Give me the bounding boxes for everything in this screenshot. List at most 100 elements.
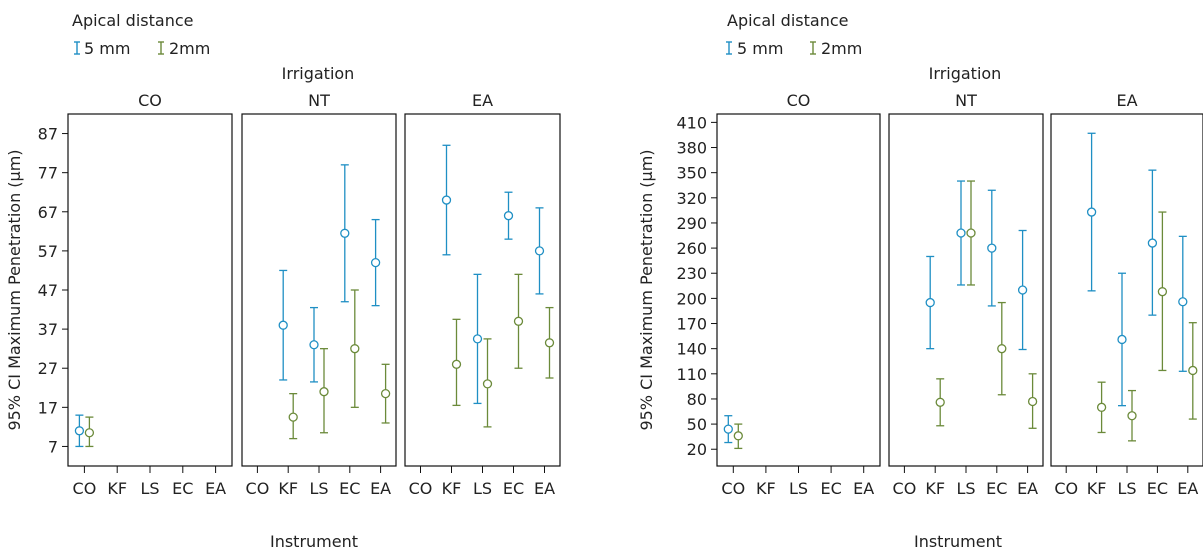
facet-panel-ea: EA CO KF LS EC EA xyxy=(404,91,561,498)
interval-2mm-nt-ea xyxy=(380,363,391,424)
interval-2mm-ea-ea xyxy=(544,306,555,379)
mean-point xyxy=(1086,207,1097,217)
facet-header-title: Irrigation xyxy=(929,64,1002,83)
x-tick-label: EA xyxy=(370,479,391,498)
interval-5mm-ea-ea xyxy=(1178,235,1188,372)
interval-5mm-ea-ec xyxy=(1147,169,1158,316)
interval-2mm-co-co xyxy=(733,423,743,450)
x-tick-label: CO xyxy=(409,479,433,498)
mean-point xyxy=(340,228,350,238)
interval-5mm-ea-ec xyxy=(503,191,514,240)
legend-glyph-5mm xyxy=(74,41,80,55)
mean-point xyxy=(966,228,976,238)
x-tick-label: KF xyxy=(756,479,776,498)
y-tick-label: 47 xyxy=(38,281,58,300)
interval-5mm-nt-kf xyxy=(925,255,935,350)
interval-5mm-nt-ea xyxy=(370,218,381,307)
mean-point xyxy=(482,379,493,389)
x-tick-label: KF xyxy=(442,479,462,498)
mean-point xyxy=(733,431,743,441)
x-tick-label: EA xyxy=(534,479,555,498)
mean-point xyxy=(441,195,452,205)
x-tick-label: EA xyxy=(853,479,874,498)
interval-2mm-ea-kf xyxy=(451,318,462,407)
mean-point xyxy=(935,397,945,407)
chart-1: Apical distance 5 mm 2mm Irrigation 95% CI M… xyxy=(5,11,561,551)
interval-2mm-ea-kf xyxy=(1096,381,1107,434)
facet-panel-nt: NT CO KF LS EC EA xyxy=(888,91,1044,498)
y-tick-label: 350 xyxy=(676,164,707,183)
legend: Apical distance 5 mm 2mm xyxy=(72,11,210,58)
panel-frame xyxy=(241,113,397,467)
y-tick-label: 50 xyxy=(687,415,707,434)
facet-title: NT xyxy=(308,91,330,110)
panel-frame xyxy=(404,113,561,467)
facet-panel-nt: NT CO KF LS EC EA xyxy=(241,91,397,498)
panel-frame xyxy=(1050,113,1203,467)
y-tick-label: 80 xyxy=(687,390,707,409)
mean-point xyxy=(288,412,298,422)
y-tick-label: 27 xyxy=(38,359,58,378)
x-tick-label: KF xyxy=(925,479,945,498)
x-tick-label: EA xyxy=(205,479,226,498)
panel-frame xyxy=(67,113,233,467)
interval-5mm-nt-ls xyxy=(956,180,966,286)
y-tick-label: 290 xyxy=(676,214,707,233)
y-tick-label: 77 xyxy=(38,164,58,183)
y-tick-label: 410 xyxy=(676,113,707,132)
x-tick-label: LS xyxy=(140,479,159,498)
y-tick-label: 380 xyxy=(676,139,707,158)
x-axis-label: Instrument xyxy=(270,532,358,551)
y-tick-label: 17 xyxy=(38,398,58,417)
x-tick-label: KF xyxy=(107,479,127,498)
legend: Apical distance 5 mm 2mm xyxy=(726,11,862,58)
mean-point xyxy=(997,344,1007,354)
facet-title: EA xyxy=(472,91,493,110)
y-tick-label: 140 xyxy=(676,340,707,359)
interval-2mm-nt-kf xyxy=(288,392,298,440)
mean-point xyxy=(1027,396,1038,407)
legend-label-2mm: 2mm xyxy=(821,39,862,58)
interval-5mm-ea-ls xyxy=(1117,272,1127,407)
x-tick-label: KF xyxy=(278,479,298,498)
x-tick-label: CO xyxy=(893,479,917,498)
y-tick-label: 7 xyxy=(48,437,58,456)
facet-title: EA xyxy=(1116,91,1137,110)
x-tick-label: KF xyxy=(1087,479,1107,498)
mean-point xyxy=(503,211,514,221)
x-tick-label: EA xyxy=(1177,479,1198,498)
interval-5mm-ea-ls xyxy=(472,273,483,405)
mean-point xyxy=(1096,402,1107,412)
x-tick-label: LS xyxy=(473,479,492,498)
x-tick-label: EC xyxy=(503,479,524,498)
x-tick-label: LS xyxy=(789,479,808,498)
mean-point xyxy=(1127,411,1137,421)
legend-label-5mm: 5 mm xyxy=(737,39,783,58)
y-tick-label: 260 xyxy=(676,239,707,258)
mean-point xyxy=(1188,365,1198,376)
panel-frame xyxy=(716,113,881,467)
y-tick-label: 87 xyxy=(38,125,58,144)
interval-2mm-nt-ec xyxy=(350,289,360,408)
x-axis-label: Instrument xyxy=(914,532,1002,551)
y-tick-label: 230 xyxy=(676,264,707,283)
interval-5mm-nt-ls xyxy=(309,306,319,383)
interval-2mm-co-co xyxy=(84,416,95,448)
y-tick-label: 37 xyxy=(38,320,58,339)
x-tick-label: CO xyxy=(721,479,745,498)
mean-point xyxy=(1017,285,1028,295)
mean-point xyxy=(380,388,391,399)
y-tick-label: 57 xyxy=(38,242,58,261)
x-tick-label: CO xyxy=(1054,479,1078,498)
y-axis: 20 50 80 110 140 170 200 230 260 290 320 350 380 410 xyxy=(676,113,717,459)
interval-2mm-ea-ec xyxy=(513,273,524,369)
x-tick-label: EC xyxy=(820,479,841,498)
legend-glyph-2mm xyxy=(810,41,816,55)
facet-title: CO xyxy=(787,91,811,110)
x-tick-label: CO xyxy=(246,479,270,498)
interval-2mm-nt-ea xyxy=(1027,373,1038,429)
x-tick-label: CO xyxy=(73,479,97,498)
x-tick-label: LS xyxy=(309,479,328,498)
mean-point xyxy=(956,228,966,238)
chart-2: Apical distance 5 mm 2mm Irrigation 95% CI M… xyxy=(637,11,1203,551)
